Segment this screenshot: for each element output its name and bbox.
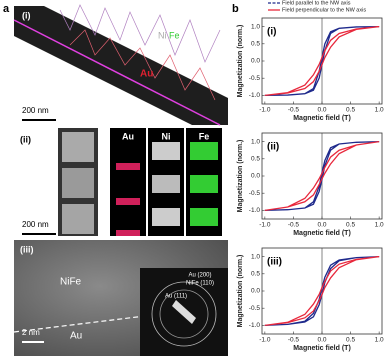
map-blob [152,208,180,226]
ring-label: NiFe (110) [186,281,214,287]
y-tick-label: 0.5 [251,41,260,48]
x-tick-label: -0.5 [288,107,300,114]
sub-label: (iii) [20,244,34,254]
x-tick-label: 0.0 [317,337,326,344]
y-tick-label: -1.0 [249,207,261,214]
y-tick-label: -0.5 [249,305,261,312]
x-tick-label: 0.5 [346,107,355,114]
chart-title: (i) [267,27,276,38]
scale-label: 200 nm [22,106,49,115]
label: Fe [169,30,180,40]
label: Au [140,69,153,80]
nanowire [14,6,228,125]
label: Au [70,331,82,342]
x-axis-label: Magnetic field (T) [293,115,351,122]
x-tick-label: 1.0 [375,222,384,229]
y-tick-label: 0.5 [251,271,260,278]
sub-label: (i) [22,10,31,20]
y-tick-label: 1.0 [251,138,260,145]
x-tick-label: 0.0 [317,107,326,114]
map [110,128,146,236]
map-blob [152,175,180,193]
segment [62,132,94,162]
y-tick-label: -1.0 [249,92,261,99]
y-tick-label: 0.0 [251,173,260,180]
interface [13,315,146,333]
ring [159,289,209,339]
panel-label: b [232,3,239,15]
y-tick-label: -0.5 [249,190,261,197]
scale-label: 200 nm [22,220,49,229]
chart-title: (ii) [267,142,279,153]
label: Ni [158,30,167,40]
segment [62,168,94,198]
beam-stop [172,300,196,324]
profile-line [13,19,221,126]
map-blob [190,208,218,226]
y-tick-label: 0.0 [251,288,260,295]
map-label: Ni [162,131,171,141]
map-label: Au [122,131,134,141]
x-tick-label: 0.5 [346,337,355,344]
y-axis-label: Magnetization (norm.) [237,255,244,328]
profile [69,29,216,101]
series-line [264,255,380,327]
ring-label: Au (200) [188,273,211,279]
x-tick-label: 1.0 [375,107,384,114]
y-tick-label: 1.0 [251,253,260,260]
y-tick-label: -1.0 [249,322,261,329]
x-tick-label: 0.0 [317,222,326,229]
x-tick-label: 0.5 [346,222,355,229]
x-axis-label: Magnetic field (T) [293,345,351,352]
legend-label: Field perpendicular to the NW axis [282,7,366,13]
x-tick-label: -0.5 [288,222,300,229]
map-blob [190,175,218,193]
legend-label: Field parallel to the NW axis [282,0,351,6]
y-tick-label: 1.0 [251,23,260,30]
chart-title: (iii) [267,257,282,268]
segment [62,204,94,234]
map-blob [190,142,218,160]
y-tick-label: 0.0 [251,58,260,65]
ring-label: Au (111) [165,294,187,300]
x-tick-label: -1.0 [259,337,271,344]
sub-label: (ii) [20,134,31,144]
map-label: Fe [199,131,210,141]
series-line [264,25,380,97]
map-blob [152,142,180,160]
x-tick-label: -1.0 [259,222,271,229]
map-blob [116,163,140,170]
x-axis-label: Magnetic field (T) [293,230,351,237]
series-line [264,140,380,212]
y-tick-label: 0.5 [251,156,260,163]
scale-label: 2 nm [22,328,40,337]
profile [59,4,221,63]
x-tick-label: -1.0 [259,107,271,114]
x-tick-label: -0.5 [288,337,300,344]
y-axis-label: Magnetization (norm.) [237,25,244,98]
ring [151,281,217,347]
panel-label: a [3,3,10,15]
x-tick-label: 1.0 [375,337,384,344]
label: NiFe [60,277,82,288]
map-blob [116,198,140,205]
map-blob [116,230,140,236]
y-axis-label: Magnetization (norm.) [237,140,244,213]
y-tick-label: -0.5 [249,75,261,82]
